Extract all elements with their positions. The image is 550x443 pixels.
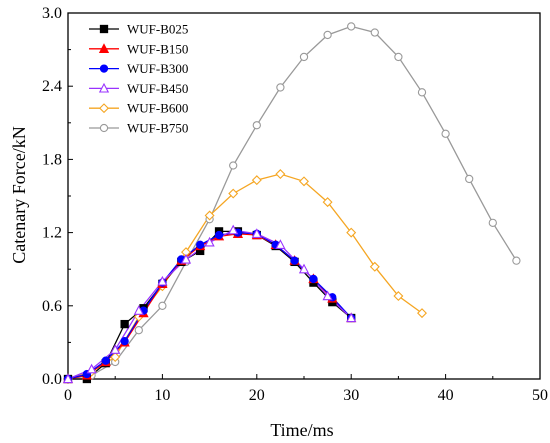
y-tick-label: 0.6 xyxy=(42,298,62,315)
data-point-wuf-b600 xyxy=(393,291,404,302)
data-point-wuf-b300 xyxy=(214,230,224,240)
legend-marker xyxy=(99,64,109,73)
legend-label: WUF-B450 xyxy=(127,81,188,96)
legend-label: WUF-B300 xyxy=(127,61,188,76)
x-tick-label: 10 xyxy=(154,387,170,404)
legend-label: WUF-B750 xyxy=(127,121,188,136)
series-points-wuf-b450 xyxy=(62,224,357,384)
data-point-wuf-b025 xyxy=(120,319,129,329)
data-point-wuf-b750 xyxy=(512,256,521,265)
x-axis-title: Time/ms xyxy=(270,420,333,440)
data-point-wuf-b450 xyxy=(322,290,333,301)
data-point-wuf-b600 xyxy=(110,352,121,363)
data-point-wuf-b300 xyxy=(290,256,299,265)
y-axis-title: Catenary Force/kN xyxy=(9,126,29,263)
legend-marker xyxy=(98,82,110,93)
data-point-wuf-b600 xyxy=(275,169,286,180)
x-tick-label: 50 xyxy=(532,387,548,404)
series-points-wuf-b300 xyxy=(63,228,356,384)
data-point-wuf-b600 xyxy=(228,188,239,199)
y-tick-label: 1.2 xyxy=(42,225,62,242)
data-point-wuf-b750 xyxy=(465,174,474,184)
data-point-wuf-b750 xyxy=(323,30,332,40)
data-point-wuf-b600 xyxy=(417,308,427,319)
data-point-wuf-b750 xyxy=(370,28,379,37)
y-tick-label: 3.0 xyxy=(42,5,62,22)
legend-label: WUF-B150 xyxy=(127,41,188,56)
legend-item-wuf-b450: WUF-B450 xyxy=(89,81,188,96)
data-point-wuf-b750 xyxy=(134,326,143,335)
data-point-wuf-b450 xyxy=(298,263,310,274)
data-point-wuf-b300 xyxy=(309,274,318,284)
data-point-wuf-b750 xyxy=(299,52,309,62)
legend-label: WUF-B025 xyxy=(127,22,188,37)
data-point-wuf-b300 xyxy=(101,356,110,365)
series-line-wuf-b750 xyxy=(67,25,517,380)
data-point-wuf-b450 xyxy=(228,224,239,235)
legend-marker xyxy=(98,43,110,53)
data-point-wuf-b450 xyxy=(86,363,97,374)
data-point-wuf-b750 xyxy=(158,301,167,310)
data-point-wuf-b750 xyxy=(417,88,427,97)
data-point-wuf-b300 xyxy=(196,240,205,249)
y-tick-label: 1.8 xyxy=(42,151,62,168)
data-point-wuf-b750 xyxy=(276,83,285,92)
data-point-wuf-b450 xyxy=(204,236,215,247)
legend-marker xyxy=(99,103,109,114)
data-point-wuf-b450 xyxy=(346,312,357,323)
data-point-wuf-b600 xyxy=(322,197,333,208)
legend-label: WUF-B600 xyxy=(127,101,188,116)
data-point-wuf-b450 xyxy=(180,253,192,264)
y-tick-label: 2.4 xyxy=(42,78,62,95)
legend-marker xyxy=(99,123,109,133)
series-line-wuf-b600 xyxy=(67,173,423,380)
y-tick-label: 0.0 xyxy=(42,371,62,388)
data-point-wuf-b750 xyxy=(441,129,450,138)
data-point-wuf-b600 xyxy=(204,210,215,221)
data-point-wuf-b450 xyxy=(110,344,121,354)
legend-item-wuf-b025: WUF-B025 xyxy=(89,22,188,37)
data-point-wuf-b600 xyxy=(251,175,262,186)
legend-item-wuf-b300: WUF-B300 xyxy=(89,61,188,76)
legend-marker xyxy=(99,24,109,34)
data-point-wuf-b750 xyxy=(252,121,261,130)
data-point-wuf-b450 xyxy=(275,239,286,249)
series-lines xyxy=(67,25,517,380)
axis-ticks: 0 10 20 30 40 50 0.0 0.6 1.2 1.8 2.4 3.0 xyxy=(42,5,548,404)
series-markers xyxy=(62,22,521,384)
data-point-wuf-b750 xyxy=(229,161,238,170)
x-tick-label: 0 xyxy=(64,387,72,404)
x-tick-label: 30 xyxy=(343,387,359,404)
data-point-wuf-b450 xyxy=(62,373,74,384)
data-point-wuf-b600 xyxy=(299,176,309,187)
data-point-wuf-b450 xyxy=(157,275,168,286)
x-tick-label: 20 xyxy=(249,387,265,404)
data-point-wuf-b600 xyxy=(369,261,380,272)
legend-item-wuf-b750: WUF-B750 xyxy=(89,121,188,136)
data-point-wuf-b750 xyxy=(347,22,356,31)
data-point-wuf-b300 xyxy=(120,337,129,346)
x-tick-label: 40 xyxy=(438,387,454,404)
legend-item-wuf-b150: WUF-B150 xyxy=(89,41,188,56)
legend: WUF-B025 WUF-B150 WUF-B300 WUF-B450 WUF-B600… xyxy=(89,22,188,136)
data-point-wuf-b450 xyxy=(251,228,262,238)
data-point-wuf-b450 xyxy=(133,305,144,315)
data-point-wuf-b750 xyxy=(394,52,403,62)
data-point-wuf-b750 xyxy=(488,218,497,227)
legend-item-wuf-b600: WUF-B600 xyxy=(89,101,188,116)
data-point-wuf-b600 xyxy=(346,227,357,238)
